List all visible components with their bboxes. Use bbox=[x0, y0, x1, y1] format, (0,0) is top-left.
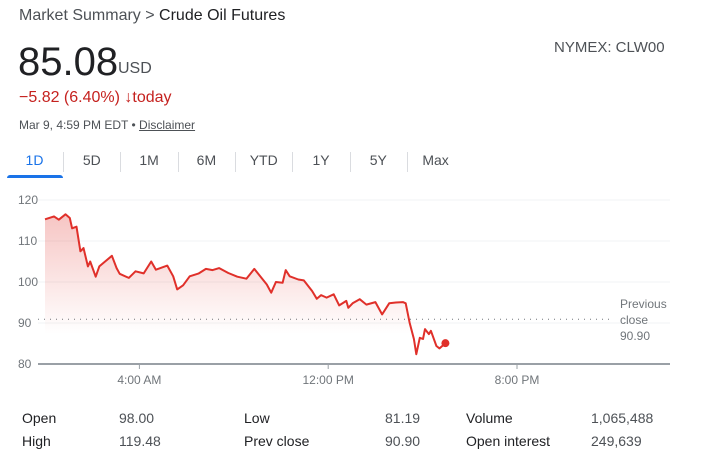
stat-label: Volume bbox=[466, 410, 513, 426]
tab-divider bbox=[406, 152, 408, 172]
tab-divider bbox=[234, 152, 236, 172]
current-price-dot bbox=[441, 339, 450, 348]
price-line bbox=[44, 213, 447, 356]
stat-label: Prev close bbox=[244, 433, 310, 449]
breadcrumb-separator: > bbox=[145, 7, 155, 24]
current-price: 85.08 bbox=[18, 40, 119, 84]
exchange-ticker: NYMEX: CLW00 bbox=[554, 39, 665, 56]
disclaimer-link[interactable]: Disclaimer bbox=[139, 118, 196, 132]
stat-value: 81.19 bbox=[385, 410, 421, 426]
tab-6m[interactable]: 6M bbox=[196, 152, 217, 168]
currency: USD bbox=[118, 60, 152, 77]
price-change: −5.82 (6.40%) ↓today bbox=[19, 89, 172, 107]
previous-close-label: close bbox=[620, 313, 648, 327]
tab-1y[interactable]: 1Y bbox=[312, 152, 330, 168]
tab-1m[interactable]: 1M bbox=[139, 152, 159, 168]
stat-label: High bbox=[22, 433, 51, 449]
tab-divider bbox=[349, 152, 351, 172]
change-period: today bbox=[132, 89, 172, 106]
x-tick-label: 8:00 PM bbox=[495, 373, 540, 387]
y-tick-label: 80 bbox=[18, 357, 32, 371]
timestamp-line: Mar 9, 4:59 PM EDT • Disclaimer bbox=[19, 118, 195, 132]
stat-label: Open bbox=[22, 410, 57, 426]
tab-1d[interactable]: 1D bbox=[6, 152, 63, 178]
arrow-down-icon: ↓ bbox=[124, 89, 133, 106]
stat-label: Open interest bbox=[466, 433, 551, 449]
stat-value: 1,065,488 bbox=[591, 410, 654, 426]
breadcrumb-current: Crude Oil Futures bbox=[159, 7, 286, 24]
tab-ytd[interactable]: YTD bbox=[249, 152, 278, 168]
y-tick-label: 110 bbox=[18, 234, 37, 248]
tab-divider bbox=[177, 152, 179, 172]
stat-label: Low bbox=[244, 410, 270, 426]
bullet: • bbox=[131, 118, 136, 132]
tab-max[interactable]: Max bbox=[422, 152, 449, 168]
x-tick-label: 4:00 AM bbox=[117, 373, 161, 387]
x-tick-label: 12:00 PM bbox=[303, 373, 354, 387]
stat-value: 98.00 bbox=[119, 410, 155, 426]
stat-value: 249,639 bbox=[591, 433, 642, 449]
stat-value: 119.48 bbox=[119, 433, 161, 449]
tab-divider bbox=[120, 152, 122, 172]
previous-close-label: Previous bbox=[620, 297, 667, 311]
previous-close-label: 90.90 bbox=[620, 329, 650, 343]
y-tick-label: 90 bbox=[18, 316, 32, 330]
tab-5d[interactable]: 5D bbox=[82, 152, 101, 168]
breadcrumb: Market Summary > Crude Oil Futures bbox=[19, 7, 285, 25]
timestamp: Mar 9, 4:59 PM EDT bbox=[19, 118, 129, 132]
stat-value: 90.90 bbox=[385, 433, 421, 449]
tab-divider bbox=[292, 152, 294, 172]
tab-5y[interactable]: 5Y bbox=[369, 152, 387, 168]
price-area bbox=[45, 214, 446, 364]
y-tick-label: 120 bbox=[18, 193, 38, 207]
change-value: −5.82 (6.40%) bbox=[19, 89, 120, 106]
tab-divider bbox=[63, 152, 64, 172]
y-tick-label: 100 bbox=[18, 275, 38, 289]
breadcrumb-parent[interactable]: Market Summary bbox=[19, 7, 141, 24]
